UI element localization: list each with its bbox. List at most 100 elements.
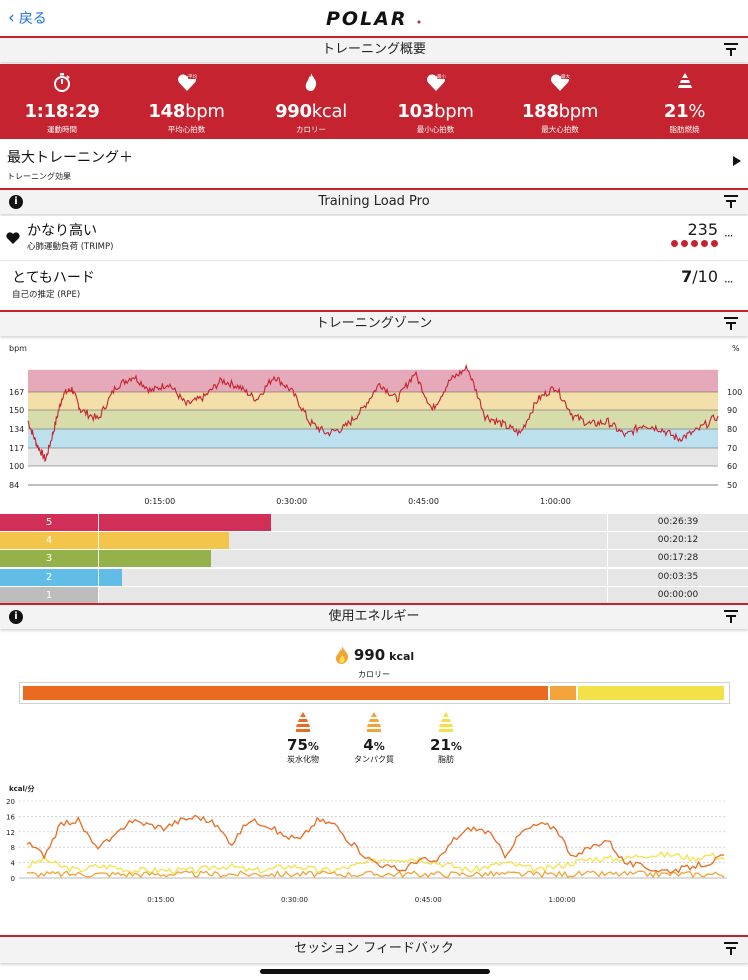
stat-運動時間: 1:18:29 運動時間: [0, 64, 124, 139]
heart-min-icon: 最小: [426, 73, 446, 91]
feedback-section-title: セッション フィードバック: [294, 941, 454, 956]
collapse-icon[interactable]: [724, 43, 738, 56]
svg-text:POLAR: POLAR: [326, 8, 408, 28]
stopwatch-icon: [54, 73, 70, 92]
rpe-row[interactable]: とてもハード 自己の推定 (RPE) 7/10 ···: [0, 261, 748, 307]
energy-item: 21% 脂肪: [411, 712, 481, 765]
stat-value: 103bpm: [397, 101, 474, 122]
rpe-score: 7: [681, 267, 693, 286]
divider: [607, 586, 608, 604]
series-line-脂肪: [26, 851, 725, 875]
info-icon[interactable]: i: [9, 610, 23, 624]
home-indicator: [260, 969, 490, 974]
zone-bar-fill: [0, 532, 229, 550]
energy-total-unit: kcal: [389, 650, 415, 663]
zone-bar-row: 2 00:03:35: [0, 568, 748, 586]
zone-band-2: [28, 429, 718, 448]
trimp-title: かなり高い: [27, 223, 97, 239]
trimp-row[interactable]: かなり高い 心肺運動負荷 (TRIMP) 235 ···: [0, 216, 748, 260]
energy-total-value: 990: [353, 646, 386, 664]
y-tick-label: 117: [9, 444, 24, 453]
more-icon[interactable]: ···: [724, 229, 734, 243]
energy-pct: 75%: [287, 736, 319, 754]
pct-tick-label: 90: [727, 406, 737, 415]
series-line-タンパク質: [26, 869, 725, 879]
x-tick-label: 0:15:00: [144, 497, 175, 506]
y-tick-label: 150: [9, 406, 24, 415]
pct-tick-label: 80: [727, 425, 737, 434]
stat-label: 脂肪燃焼: [669, 125, 700, 134]
zone-bar-row: 5 00:26:39: [0, 514, 748, 531]
zones-section-title: トレーニングゾーン: [315, 316, 433, 331]
info-icon[interactable]: i: [9, 195, 23, 209]
trimp-dot: [671, 240, 678, 247]
x-tick-label: 1:00:00: [540, 497, 571, 506]
energy-name: タンパク質: [354, 755, 394, 764]
feedback-section-header[interactable]: セッション フィードバック: [0, 935, 748, 963]
summary-section-header[interactable]: トレーニング概要: [0, 36, 748, 62]
training-load-section-header[interactable]: i Training Load Pro: [0, 188, 748, 214]
rpe-value: 7/10: [640, 267, 718, 286]
zone-bar-fill: [0, 586, 98, 604]
pct-tick-label: 50: [727, 481, 737, 490]
chevron-right-icon[interactable]: [733, 156, 741, 166]
zone-bar-fill: [0, 550, 211, 568]
zone-band-5: [28, 369, 718, 392]
energy-name: 脂肪: [438, 755, 454, 764]
trimp-dot: [701, 240, 708, 247]
zone-time: 00:00:00: [657, 589, 699, 600]
collapse-icon[interactable]: [724, 317, 738, 330]
flame-icon: [305, 73, 317, 91]
stat-平均心拍数: 平均 148bpm 平均心拍数: [125, 64, 249, 139]
collapse-icon[interactable]: [724, 942, 738, 955]
zone-band-3: [28, 410, 718, 429]
top-nav: ‹ 戻る POLAR: [0, 0, 748, 36]
heart-rate-line: [27, 363, 719, 463]
zone-bar-row: 4 00:20:12: [0, 532, 748, 550]
divider: [0, 260, 748, 261]
zone-bar-fill: [0, 568, 122, 586]
stat-label: 運動時間: [47, 125, 77, 134]
flame-icon: [335, 646, 348, 664]
y-tick-label: 0: [11, 875, 15, 883]
zones-section-header[interactable]: トレーニングゾーン: [0, 310, 748, 336]
trimp-subtitle: 心肺運動負荷 (TRIMP): [27, 242, 114, 252]
y-tick-label: 100: [9, 462, 24, 471]
polar-logo: POLAR: [326, 8, 421, 28]
zone-time: 00:17:28: [657, 553, 699, 564]
energy-item: 75% 炭水化物: [268, 712, 338, 765]
energy-total-label: カロリー: [358, 670, 390, 679]
kcal-unit: kcal/分: [9, 784, 34, 793]
collapse-icon[interactable]: [724, 610, 738, 623]
more-icon[interactable]: ···: [724, 275, 734, 289]
y-tick-label: 84: [9, 481, 19, 490]
energy-section-header[interactable]: i 使用エネルギー: [0, 603, 748, 629]
divider: [98, 550, 99, 568]
divider: [98, 586, 99, 604]
series-line-炭水化物: [26, 814, 725, 874]
x-tick-label: 0:15:00: [147, 896, 174, 904]
zone-number: 4: [45, 535, 53, 547]
zone-bar-row: 3 00:17:28: [0, 550, 748, 568]
energy-name: 炭水化物: [287, 755, 319, 764]
collapse-icon[interactable]: [724, 195, 738, 208]
y-tick-label: 8: [11, 844, 15, 852]
chevron-left-icon: ‹: [8, 7, 15, 28]
summary-section-title: トレーニング概要: [321, 42, 426, 57]
training-effect-row[interactable]: 最大トレーニング＋ トレーニング効果: [0, 139, 748, 186]
energy-split-bar: [19, 682, 730, 704]
y-tick-label: 16: [6, 813, 15, 821]
stat-value: 148bpm: [148, 101, 225, 122]
heart-badge: 最小: [437, 73, 446, 80]
back-button[interactable]: ‹ 戻る: [8, 8, 47, 28]
energy-pct: 4%: [363, 736, 385, 754]
stat-label: 最小心拍数: [416, 125, 455, 134]
heart-badge: 最大: [561, 73, 570, 80]
rpe-subtitle: 自己の推定 (RPE): [12, 290, 81, 300]
x-tick-label: 0:30:00: [276, 497, 307, 506]
zone-number: 3: [45, 553, 53, 565]
x-tick-label: 1:00:00: [549, 896, 576, 904]
divider: [607, 550, 608, 568]
heart-avg-icon: 平均: [177, 73, 197, 91]
stat-カロリー: 990kcal カロリー: [249, 64, 373, 139]
